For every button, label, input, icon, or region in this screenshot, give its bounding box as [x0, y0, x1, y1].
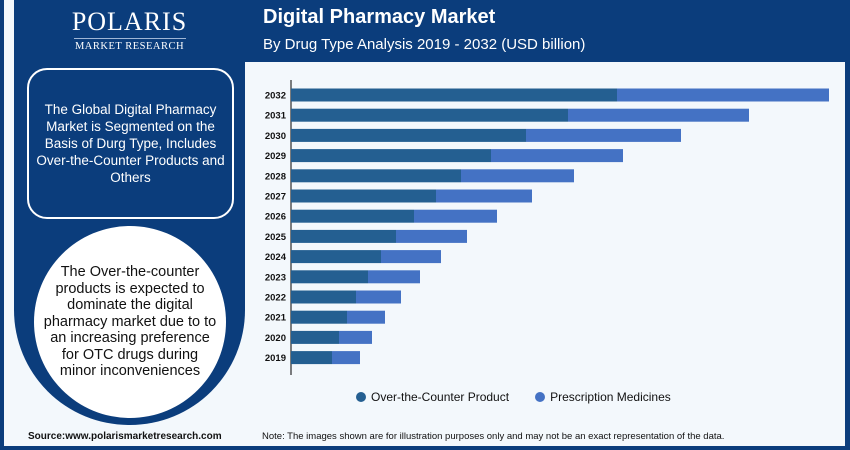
bar-otc-2024 — [291, 250, 381, 264]
bar-prescription-2028 — [461, 169, 574, 183]
segment-info-text: The Global Digital Pharmacy Market is Se… — [36, 102, 225, 185]
bar-otc-2031 — [291, 108, 568, 122]
year-tick-label: 2021 — [265, 313, 287, 324]
bar-prescription-2026 — [414, 209, 497, 223]
bar-prescription-2031 — [568, 108, 749, 122]
bar-otc-2029 — [291, 149, 491, 163]
year-tick-label: 2025 — [265, 232, 287, 243]
insight-circle: The Over-the-counter products is expecte… — [34, 226, 226, 418]
bar-prescription-2032 — [617, 88, 829, 102]
legend-dot-icon — [356, 392, 366, 402]
legend-item-prescription: Prescription Medicines — [535, 390, 671, 404]
year-tick-label: 2031 — [265, 111, 287, 122]
frame-bottom — [0, 446, 850, 450]
bar-otc-2019 — [291, 351, 332, 365]
bar-prescription-2022 — [356, 290, 401, 304]
bar-otc-2032 — [291, 88, 617, 102]
left-panel: POLARIS MARKET RESEARCH The Global Digit… — [14, 0, 245, 425]
bar-prescription-2029 — [491, 149, 623, 163]
bar-prescription-2023 — [368, 270, 420, 284]
year-tick-label: 2019 — [265, 353, 286, 364]
disclaimer-note: Note: The images shown are for illustrat… — [262, 431, 725, 442]
bar-otc-2030 — [291, 128, 526, 142]
year-tick-label: 2024 — [265, 252, 287, 263]
logo-divider — [73, 38, 186, 39]
bar-prescription-2027 — [436, 189, 532, 203]
year-tick-label: 2022 — [265, 293, 286, 304]
polaris-logo: POLARIS MARKET RESEARCH — [14, 7, 245, 53]
year-tick-label: 2020 — [265, 333, 286, 344]
insight-text: The Over-the-counter products is expecte… — [43, 264, 217, 380]
bar-otc-2022 — [291, 290, 356, 304]
year-tick-label: 2028 — [265, 171, 286, 182]
bar-otc-2023 — [291, 270, 368, 284]
bar-prescription-2019 — [332, 351, 360, 365]
bar-prescription-2025 — [396, 229, 467, 243]
bar-otc-2020 — [291, 330, 339, 344]
bar-prescription-2020 — [339, 330, 372, 344]
bar-prescription-2030 — [526, 128, 681, 142]
bar-otc-2027 — [291, 189, 436, 203]
year-tick-label: 2027 — [265, 192, 286, 203]
logo-name: POLARIS — [71, 7, 188, 36]
frame-left — [0, 0, 4, 450]
bar-otc-2025 — [291, 229, 396, 243]
chart-header: Digital Pharmacy Market By Drug Type Ana… — [245, 0, 850, 62]
bar-otc-2021 — [291, 310, 347, 324]
bar-otc-2026 — [291, 209, 414, 223]
frame-right — [845, 0, 850, 450]
legend-label: Prescription Medicines — [550, 390, 671, 404]
logo-tagline: MARKET RESEARCH — [74, 41, 185, 52]
bar-chart: 2032 2031 2030 2029 2028 2027 2026 2025 2024 2023… — [265, 80, 829, 375]
bar-prescription-2024 — [381, 250, 441, 264]
chart-subtitle: By Drug Type Analysis 2019 - 2032 (USD b… — [263, 36, 586, 53]
year-tick-label: 2032 — [265, 91, 286, 102]
bar-otc-2028 — [291, 169, 461, 183]
year-tick-label: 2030 — [265, 131, 286, 142]
legend-dot-icon — [535, 392, 546, 402]
bar-prescription-2021 — [347, 310, 385, 324]
legend-item-otc: Over-the-Counter Product — [356, 390, 509, 404]
chart-legend: Over-the-Counter Product Prescription Me… — [356, 390, 671, 404]
year-tick-label: 2026 — [265, 212, 286, 223]
year-tick-label: 2029 — [265, 151, 286, 162]
year-tick-label: 2023 — [265, 272, 286, 283]
chart-title: Digital Pharmacy Market — [263, 6, 496, 28]
legend-label: Over-the-Counter Product — [371, 390, 510, 404]
source-text: Source:www.polarismarketresearch.com — [28, 431, 222, 442]
segment-info-box: The Global Digital Pharmacy Market is Se… — [27, 68, 234, 219]
